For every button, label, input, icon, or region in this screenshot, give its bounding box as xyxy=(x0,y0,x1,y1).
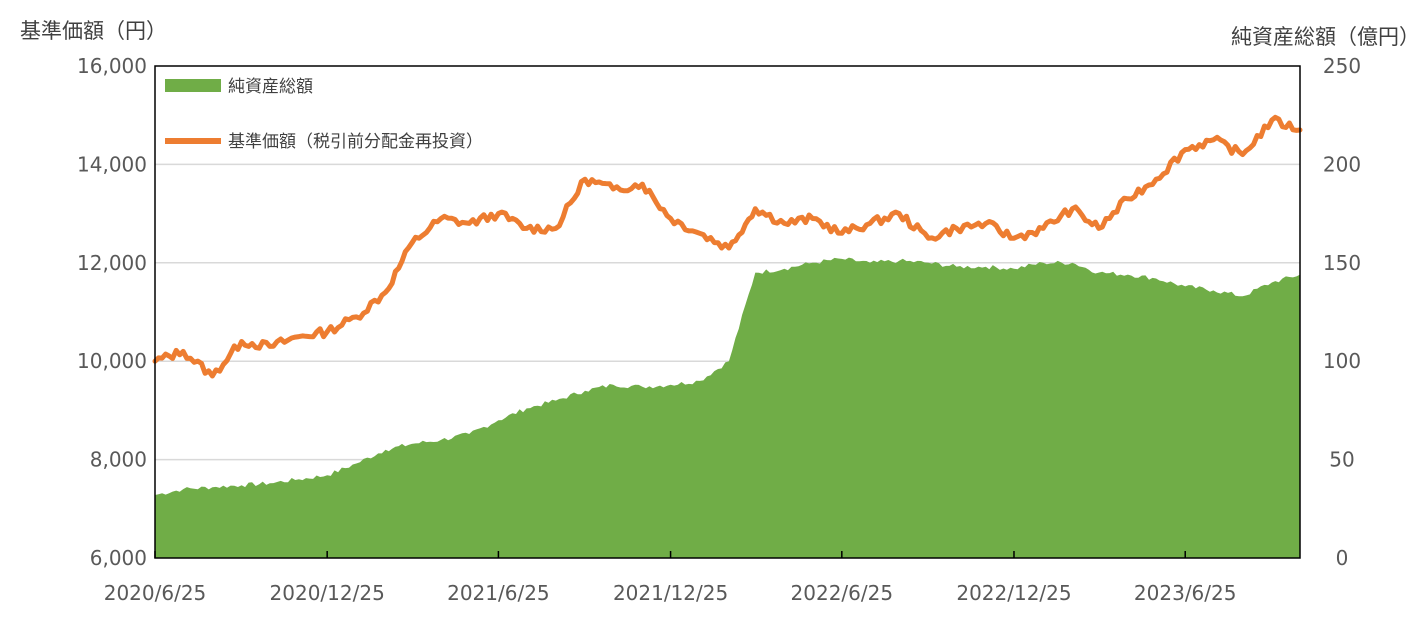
y-right-tick-label: 50 xyxy=(1329,448,1354,472)
y-right-tick-label: 100 xyxy=(1323,349,1361,373)
legend-area-swatch xyxy=(165,79,221,92)
legend-area-label: 純資産総額 xyxy=(228,77,313,97)
y-right-tick-label: 150 xyxy=(1323,251,1361,275)
y-left-tick-label: 10,000 xyxy=(77,349,147,373)
net-assets-area xyxy=(155,257,1300,558)
x-tick-label: 2022/6/25 xyxy=(791,581,894,605)
y-right-tick-label: 250 xyxy=(1323,54,1361,78)
y-left-tick-label: 16,000 xyxy=(77,54,147,78)
nav-line-layer xyxy=(152,114,1303,379)
y-left-axis-ticks: 6,000 8,000 10,000 12,000 14,000 16,000 xyxy=(77,54,147,570)
legend: 純資産総額 基準価額（税引前分配金再投資） xyxy=(165,77,483,152)
y-right-tick-label: 200 xyxy=(1323,152,1361,176)
x-tick-label: 2021/12/25 xyxy=(613,581,728,605)
y-left-tick-label: 12,000 xyxy=(77,251,147,275)
y-right-tick-label: 0 xyxy=(1336,546,1349,570)
y-left-tick-label: 8,000 xyxy=(90,448,147,472)
legend-line-label: 基準価額（税引前分配金再投資） xyxy=(228,132,483,152)
y-left-axis-title: 基準価額（円） xyxy=(20,19,167,43)
x-tick-label: 2023/6/25 xyxy=(1134,581,1237,605)
x-tick-label: 2020/12/25 xyxy=(270,581,385,605)
x-tick-label: 2022/12/25 xyxy=(956,581,1071,605)
x-tick-label: 2021/6/25 xyxy=(447,581,550,605)
x-tick-label: 2020/6/25 xyxy=(104,581,207,605)
y-left-tick-label: 6,000 xyxy=(90,546,147,570)
x-axis-ticks: 2020/6/25 2020/12/25 2021/6/25 2021/12/25 20… xyxy=(104,551,1237,605)
plot-frame xyxy=(154,65,1301,559)
y-right-axis-title: 純資産総額（億円） xyxy=(1231,25,1420,49)
y-right-axis-ticks: 0 50 100 150 200 250 xyxy=(1323,54,1361,570)
y-left-tick-label: 14,000 xyxy=(77,152,147,176)
nav-line xyxy=(152,114,1303,379)
net-assets-area-layer xyxy=(155,257,1300,558)
